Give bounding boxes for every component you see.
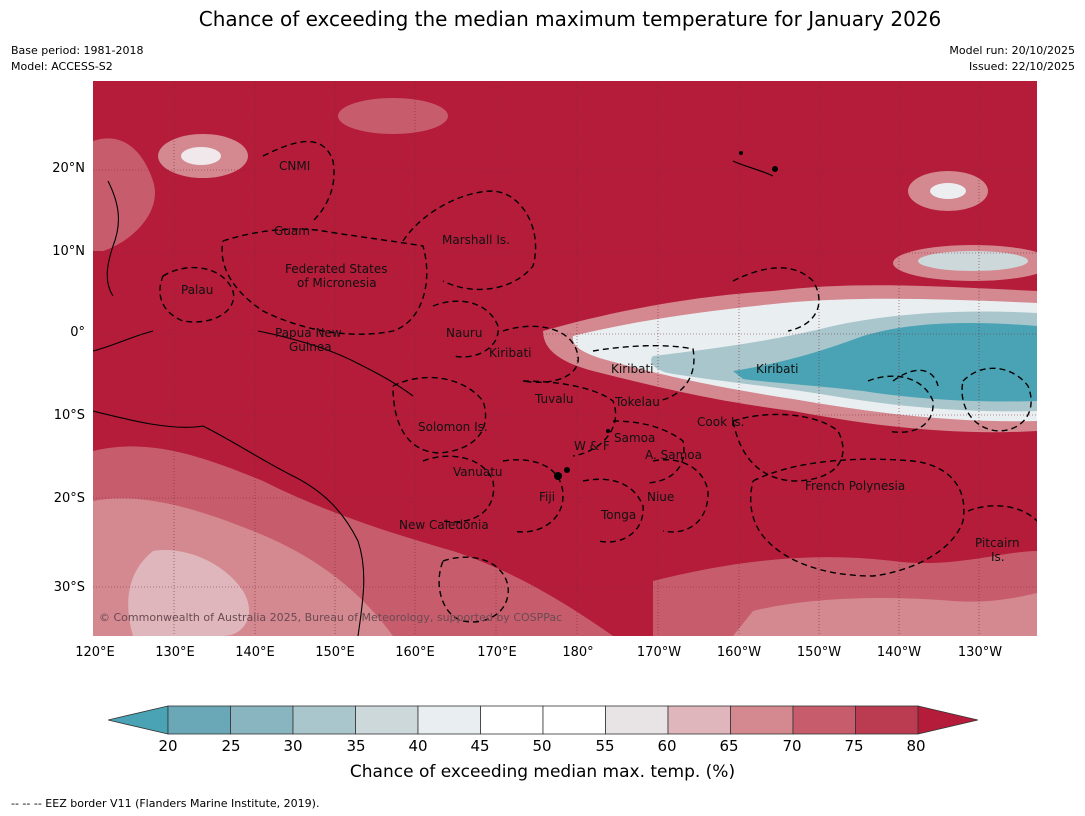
region-labels: CNMI Guam Marshall Is. Federated States … [181,159,1020,564]
label-fiji: Fiji [539,490,555,504]
legend-tick: 25 [221,737,241,755]
legend-colorbar [108,705,978,735]
eez-footnote: -- -- -- EEZ border V11 (Flanders Marine… [11,797,320,810]
legend-tick: 35 [346,737,366,755]
label-tuvalu: Tuvalu [534,392,574,406]
label-nauru: Nauru [446,326,482,340]
lat-label: 30°S [53,580,85,595]
lat-label: 10°N [52,244,85,259]
lat-label: 0° [70,325,85,340]
label-pitcairn-1: Pitcairn [975,536,1020,550]
shade-northwest [93,138,155,251]
label-guam: Guam [274,224,310,238]
label-tokelau: Tokelau [614,395,660,409]
chart-title: Chance of exceeding the median maximum t… [198,7,942,31]
lon-label: 120°E [75,645,115,660]
lon-label: 130°W [957,645,1003,660]
lon-label: 150°E [315,645,355,660]
lat-label: 10°S [53,408,85,423]
shade-north-band [338,98,448,134]
lon-label: 160°E [395,645,435,660]
label-french-polynesia: French Polynesia [805,479,905,493]
label-marshall: Marshall Is. [442,233,510,247]
legend-swatch [605,705,669,735]
lon-label: 140°E [235,645,275,660]
legend-swatch [730,705,794,735]
legend-tick: 30 [283,737,303,755]
legend-tick: 40 [408,737,428,755]
label-cook: Cook Is. [697,415,744,429]
label-cnmi: CNMI [279,159,310,173]
legend-tick: 60 [657,737,677,755]
label-kiribati-central: Kiribati [611,362,653,376]
graticule [93,81,1037,636]
meta-left: Base period: 1981-2018 Model: ACCESS-S2 [11,43,143,75]
lon-label: 160°W [716,645,762,660]
label-solomon: Solomon Is. [418,420,488,434]
lon-label: 140°W [876,645,922,660]
legend-swatch [792,705,856,735]
legend-swatch [855,705,919,735]
eez-borders [159,140,1037,623]
legend-extend-high [917,705,978,735]
lon-label: 170°E [477,645,517,660]
shade-ne-band-core [918,251,1028,271]
label-palau: Palau [181,283,213,297]
label-fsm-1: Federated States [285,262,387,276]
label-samoa: Samoa [614,431,655,445]
meta-right: Model run: 20/10/2025 Issued: 22/10/2025 [949,43,1075,75]
legend-swatch [355,705,419,735]
base-period: Base period: 1981-2018 [11,44,144,57]
lon-label: 180° [562,645,594,660]
shade-south-east-inner [733,593,1037,636]
legend-swatch [417,705,481,735]
probability-map: CNMI Guam Marshall Is. Federated States … [93,81,1037,636]
legend-swatch [542,705,606,735]
legend-swatch [480,705,544,735]
model-name: Model: ACCESS-S2 [11,60,113,73]
shade-hawaii-east-core [930,183,966,199]
lon-label: 150°W [796,645,842,660]
issued-date: Issued: 22/10/2025 [968,60,1075,73]
lat-label: 20°N [52,161,85,176]
label-fsm-2: of Micronesia [297,276,377,290]
label-vanuatu: Vanuatu [453,465,503,479]
legend-tick: 65 [719,737,739,755]
legend-tick: 20 [158,737,178,755]
legend-tick: 80 [906,737,926,755]
cold-tongue-core [733,323,1037,402]
shade-southwest-core [128,550,250,636]
map-canvas: CNMI Guam Marshall Is. Federated States … [93,81,1037,636]
legend-tick: 75 [844,737,864,755]
legend-swatch [667,705,731,735]
legend-swatch [230,705,294,735]
label-png-1: Papua New [275,326,342,340]
label-niue: Niue [647,490,674,504]
legend-swatch [167,705,231,735]
legend-extend-low [108,705,169,735]
label-png-2: Guinea [289,340,332,354]
legend-tick: 70 [782,737,802,755]
lon-label: 170°W [636,645,682,660]
legend-tick: 45 [470,737,490,755]
legend-swatch [292,705,356,735]
label-new-caledonia: New Caledonia [399,518,489,532]
label-tonga: Tonga [600,508,636,522]
shade-north-patch-core [181,147,221,165]
legend-label: Chance of exceeding median max. temp. (%… [349,762,736,782]
lat-label: 20°S [53,491,85,506]
label-pitcairn-2: Is. [991,550,1005,564]
label-asamoa: A. Samoa [645,448,702,462]
model-run: Model run: 20/10/2025 [949,44,1075,57]
legend-tick: 55 [595,737,615,755]
islands [554,151,778,480]
lon-label: 130°E [155,645,195,660]
label-wf: W & F [574,439,610,453]
copyright-notice: © Commonwealth of Australia 2025, Bureau… [99,611,563,624]
label-kiribati-west: Kiribati [489,346,531,360]
coastlines [93,160,774,636]
legend-tick: 50 [532,737,552,755]
label-kiribati-east: Kiribati [756,362,798,376]
